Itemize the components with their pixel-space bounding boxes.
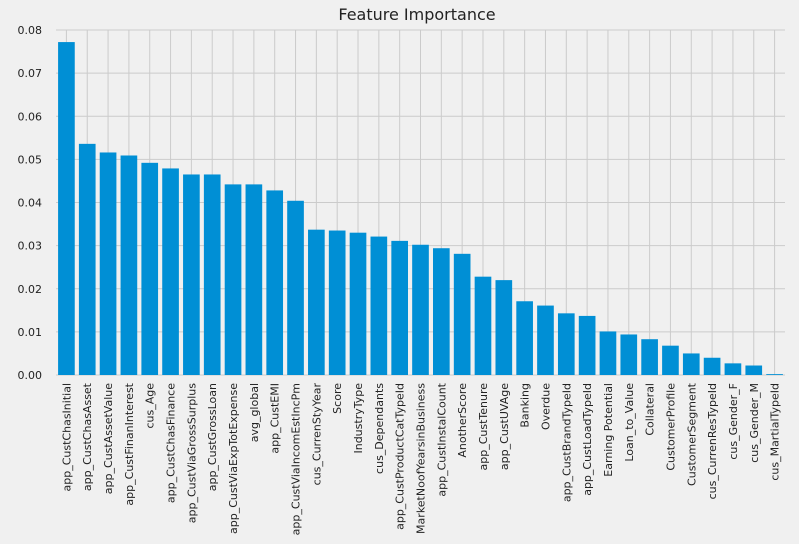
bar bbox=[162, 168, 179, 375]
x-axis-ticks: app_CustChasInitial app_CustChasAsset app_… bbox=[60, 382, 781, 535]
bar bbox=[766, 374, 783, 375]
y-tick-label: 0.03 bbox=[18, 240, 43, 253]
bar bbox=[620, 334, 638, 375]
bar bbox=[662, 345, 679, 375]
x-tick-label: app_CustViaGrossSurplus bbox=[185, 383, 198, 523]
y-tick-label: 0.05 bbox=[18, 153, 43, 166]
x-tick-label: app_CustLoadTypeId bbox=[581, 383, 594, 496]
x-tick-label: app_CustProductCatTypeId bbox=[394, 383, 407, 530]
y-tick-label: 0.08 bbox=[18, 24, 43, 37]
bar bbox=[183, 174, 200, 375]
bar bbox=[370, 236, 388, 375]
y-tick-label: 0.04 bbox=[18, 197, 43, 210]
x-tick-label: app_CustUVAge bbox=[498, 383, 511, 470]
bar bbox=[99, 152, 117, 375]
x-tick-label: Loan_to_Value bbox=[623, 383, 636, 462]
x-tick-label: app_CustChasInitial bbox=[60, 383, 73, 491]
x-tick-label: app_CustViaExpTotExpense bbox=[227, 383, 240, 534]
x-tick-label: cus_Age bbox=[144, 383, 157, 429]
bar bbox=[245, 184, 263, 375]
x-tick-label: MarketNoofYearsinBusiness bbox=[415, 383, 428, 534]
bar bbox=[266, 190, 284, 375]
x-tick-label: Overdue bbox=[539, 383, 552, 430]
x-tick-label: app_CustViaIncomEstIncPm bbox=[290, 383, 303, 535]
x-tick-label: app_CustEMI bbox=[269, 383, 282, 454]
bar bbox=[453, 253, 471, 375]
x-tick-label: cus_MartialTypeId bbox=[769, 383, 782, 481]
x-tick-label: app_CustGrossLoan bbox=[206, 383, 219, 491]
x-tick-label: app_CustChasFinance bbox=[165, 383, 178, 503]
y-tick-label: 0.06 bbox=[18, 110, 43, 123]
x-tick-label: app_CustChasAsset bbox=[81, 382, 94, 491]
x-tick-label: cus_CurrenStyYear bbox=[310, 383, 323, 486]
bar bbox=[537, 305, 554, 375]
bar bbox=[78, 143, 96, 375]
x-tick-label: CustomerSegment bbox=[685, 382, 698, 486]
bar bbox=[349, 232, 367, 375]
y-tick-label: 0.02 bbox=[18, 283, 43, 296]
x-tick-label: CustomerProfile bbox=[664, 383, 677, 471]
bar bbox=[745, 365, 763, 375]
bar bbox=[287, 200, 304, 375]
x-tick-label: Collateral bbox=[644, 383, 657, 436]
bar bbox=[682, 353, 700, 375]
x-tick-label: app_CustAssetValue bbox=[102, 383, 115, 494]
bar bbox=[328, 230, 346, 375]
bar bbox=[557, 313, 575, 375]
x-tick-label: app_CustInstalCount bbox=[435, 382, 448, 496]
bars bbox=[58, 42, 783, 375]
x-tick-label: cus_Gender_F bbox=[727, 383, 740, 460]
bar bbox=[203, 174, 221, 375]
bar bbox=[495, 280, 513, 375]
bar bbox=[641, 339, 658, 375]
bar bbox=[599, 331, 617, 375]
x-tick-label: avg_global bbox=[248, 383, 261, 442]
x-tick-label: cus_Dependants bbox=[373, 383, 386, 474]
y-axis-ticks: 0.00 0.01 0.02 0.03 0.04 0.05 0.06 0.07 0.08 bbox=[18, 24, 43, 382]
bar bbox=[724, 363, 742, 375]
x-tick-label: cus_CurrenResTypeId bbox=[706, 383, 719, 499]
y-tick-label: 0.01 bbox=[18, 326, 43, 339]
chart-title: Feature Importance bbox=[338, 5, 495, 24]
bar bbox=[474, 276, 492, 375]
bar bbox=[141, 162, 159, 375]
bar bbox=[224, 184, 242, 375]
x-tick-label: app_CustBrandTypeId bbox=[560, 383, 573, 502]
x-tick-label: app_CustFinanInterest bbox=[123, 382, 136, 505]
y-tick-label: 0.00 bbox=[18, 369, 43, 382]
bar bbox=[412, 244, 429, 375]
bar bbox=[578, 315, 596, 375]
bar bbox=[58, 42, 75, 375]
bar bbox=[516, 301, 533, 375]
bar bbox=[308, 229, 325, 375]
x-tick-label: IndustryType bbox=[352, 383, 365, 454]
x-tick-label: Earning Potential bbox=[602, 383, 615, 477]
x-tick-label: cus_Gender_M bbox=[748, 383, 761, 463]
bar bbox=[703, 357, 721, 375]
x-tick-label: AnotherScore bbox=[456, 383, 469, 458]
x-tick-label: app_CustTenure bbox=[477, 383, 490, 471]
y-tick-label: 0.07 bbox=[18, 67, 43, 80]
x-tick-label: Banking bbox=[519, 383, 532, 428]
bar bbox=[432, 248, 450, 375]
bar bbox=[391, 240, 409, 375]
x-tick-label: Score bbox=[331, 383, 344, 414]
bar bbox=[120, 155, 138, 375]
